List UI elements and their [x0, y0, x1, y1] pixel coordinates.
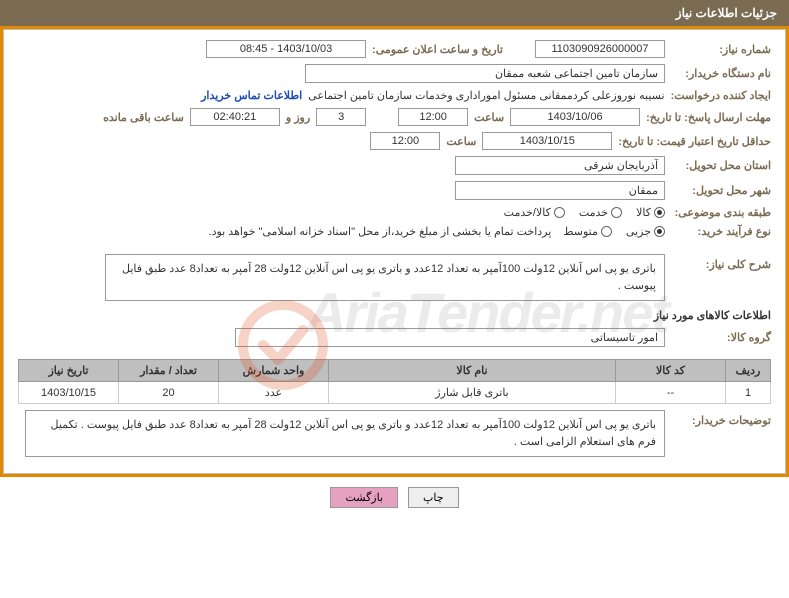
label-hour-1: ساعت	[474, 111, 504, 124]
radio-medium-circle	[601, 226, 612, 237]
row-validity: حداقل تاریخ اعتبار قیمت: تا تاریخ: 1403/…	[18, 132, 771, 150]
th-name: نام کالا	[329, 360, 616, 382]
th-unit: واحد شمارش	[219, 360, 329, 382]
field-province: آذربایجان شرقی	[455, 156, 665, 175]
field-days-remain: 3	[316, 108, 366, 126]
th-row: ردیف	[726, 360, 771, 382]
th-code: کد کالا	[616, 360, 726, 382]
row-buyer-notes: توضیحات خریدار: باتری یو پی اس آنلاین 12…	[18, 410, 771, 457]
radio-goods[interactable]: کالا	[636, 206, 665, 219]
radio-goods-label: کالا	[636, 206, 651, 219]
label-validity: حداقل تاریخ اعتبار قیمت: تا تاریخ:	[618, 135, 771, 148]
label-buyer-org: نام دستگاه خریدار:	[671, 67, 771, 80]
label-buyer-notes: توضیحات خریدار:	[671, 410, 771, 427]
field-announce-dt: 1403/10/03 - 08:45	[206, 40, 366, 58]
field-deadline-time: 12:00	[398, 108, 468, 126]
field-deadline-date: 1403/10/06	[510, 108, 640, 126]
field-buyer-org: سازمان تامین اجتماعی شعبه ممقان	[305, 64, 665, 83]
label-need-no: شماره نیاز:	[671, 43, 771, 56]
outer-frame: AriaTender.net شماره نیاز: 1103090926000…	[0, 26, 789, 477]
field-validity-date: 1403/10/15	[482, 132, 612, 150]
section-goods-info: اطلاعات کالاهای مورد نیاز	[18, 309, 771, 322]
td-code: --	[616, 382, 726, 404]
table-header-row: ردیف کد کالا نام کالا واحد شمارش تعداد /…	[19, 360, 771, 382]
row-general-desc: شرح کلی نیاز: باتری یو پی اس آنلاین 12ول…	[18, 254, 771, 301]
label-classification: طبقه بندی موضوعی:	[671, 206, 771, 219]
goods-table: ردیف کد کالا نام کالا واحد شمارش تعداد /…	[18, 359, 771, 404]
radio-service[interactable]: خدمت	[579, 206, 622, 219]
classification-radios: کالا خدمت کالا/خدمت	[504, 206, 665, 219]
label-process: نوع فرآیند خرید:	[671, 225, 771, 238]
row-goods-group: گروه کالا: امور تاسیساتی	[18, 328, 771, 347]
label-requester: ایجاد کننده درخواست:	[671, 89, 771, 102]
row-buyer-org: نام دستگاه خریدار: سازمان تامین اجتماعی …	[18, 64, 771, 83]
field-requester: نسیبه نوروزعلی کردممقانی مسئول اموراداری…	[308, 89, 664, 102]
label-province: استان محل تحویل:	[671, 159, 771, 172]
back-button[interactable]: بازگشت	[330, 487, 398, 508]
row-requester: ایجاد کننده درخواست: نسیبه نوروزعلی کردم…	[18, 89, 771, 102]
radio-minor-circle	[654, 226, 665, 237]
label-goods-group: گروه کالا:	[671, 331, 771, 344]
row-deadline: مهلت ارسال پاسخ: تا تاریخ: 1403/10/06 سا…	[18, 108, 771, 126]
process-note: پرداخت تمام یا بخشی از مبلغ خرید،از محل …	[209, 225, 552, 238]
label-days-and: روز و	[286, 111, 310, 124]
page-header: جزئیات اطلاعات نیاز	[0, 0, 789, 26]
radio-goods-circle	[654, 207, 665, 218]
radio-goods-service-circle	[554, 207, 565, 218]
buyer-contact-link[interactable]: اطلاعات تماس خریدار	[201, 89, 302, 102]
field-buyer-notes: باتری یو پی اس آنلاین 12ولت 100آمپر به ت…	[25, 410, 665, 457]
row-classification: طبقه بندی موضوعی: کالا خدمت کالا/خدمت	[18, 206, 771, 219]
field-city: ممقان	[455, 181, 665, 200]
radio-minor-label: جزیی	[626, 225, 651, 238]
radio-medium[interactable]: متوسط	[563, 225, 612, 238]
radio-service-label: خدمت	[579, 206, 608, 219]
radio-medium-label: متوسط	[563, 225, 598, 238]
td-name: باتری قابل شارژ	[329, 382, 616, 404]
field-general-desc: باتری یو پی اس آنلاین 12ولت 100آمپر به ت…	[105, 254, 665, 301]
td-date: 1403/10/15	[19, 382, 119, 404]
process-radios: جزیی متوسط	[563, 225, 665, 238]
button-row: چاپ بازگشت	[0, 477, 789, 514]
radio-goods-service[interactable]: کالا/خدمت	[504, 206, 565, 219]
field-need-no: 1103090926000007	[535, 40, 665, 58]
field-goods-group: امور تاسیساتی	[235, 328, 665, 347]
radio-minor[interactable]: جزیی	[626, 225, 665, 238]
table-row: 1 -- باتری قابل شارژ عدد 20 1403/10/15	[19, 382, 771, 404]
label-general-desc: شرح کلی نیاز:	[671, 254, 771, 271]
label-remaining: ساعت باقی مانده	[103, 111, 184, 124]
radio-service-circle	[611, 207, 622, 218]
row-province: استان محل تحویل: آذربایجان شرقی	[18, 156, 771, 175]
label-deadline: مهلت ارسال پاسخ: تا تاریخ:	[646, 111, 771, 124]
label-city: شهر محل تحویل:	[671, 184, 771, 197]
td-unit: عدد	[219, 382, 329, 404]
th-qty: تعداد / مقدار	[119, 360, 219, 382]
label-hour-2: ساعت	[446, 135, 476, 148]
th-date: تاریخ نیاز	[19, 360, 119, 382]
radio-goods-service-label: کالا/خدمت	[504, 206, 551, 219]
row-process: نوع فرآیند خرید: جزیی متوسط پرداخت تمام …	[18, 225, 771, 238]
print-button[interactable]: چاپ	[408, 487, 459, 508]
td-row: 1	[726, 382, 771, 404]
field-time-remain: 02:40:21	[190, 108, 280, 126]
row-need-number: شماره نیاز: 1103090926000007 تاریخ و ساع…	[18, 40, 771, 58]
page-title: جزئیات اطلاعات نیاز	[676, 6, 777, 20]
field-validity-time: 12:00	[370, 132, 440, 150]
inner-frame: AriaTender.net شماره نیاز: 1103090926000…	[3, 29, 786, 474]
td-qty: 20	[119, 382, 219, 404]
row-city: شهر محل تحویل: ممقان	[18, 181, 771, 200]
label-announce-dt: تاریخ و ساعت اعلان عمومی:	[372, 43, 503, 56]
